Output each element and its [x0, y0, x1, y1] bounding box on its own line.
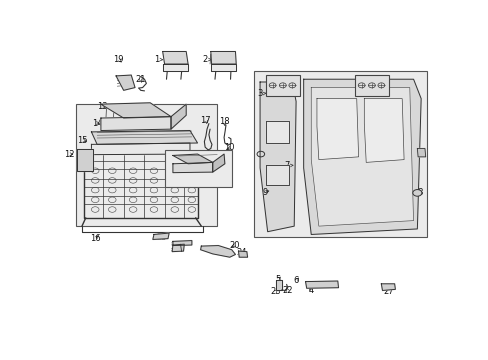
Bar	[165, 150, 231, 187]
Text: 9: 9	[262, 188, 268, 197]
Text: 27: 27	[383, 287, 393, 296]
Text: 3: 3	[257, 89, 265, 98]
Polygon shape	[91, 143, 189, 155]
Polygon shape	[101, 117, 171, 131]
Polygon shape	[303, 79, 420, 234]
Bar	[354, 75, 388, 96]
Text: 26: 26	[170, 242, 181, 251]
Polygon shape	[200, 246, 235, 257]
Polygon shape	[265, 165, 288, 185]
Polygon shape	[210, 51, 236, 64]
Text: 2: 2	[202, 55, 211, 64]
Polygon shape	[163, 51, 188, 64]
Text: 17: 17	[200, 116, 211, 125]
Bar	[265, 75, 299, 96]
Text: 12: 12	[64, 150, 75, 158]
Polygon shape	[260, 82, 296, 232]
Polygon shape	[416, 149, 425, 157]
Text: 24: 24	[236, 248, 246, 257]
Text: 21: 21	[135, 75, 145, 84]
Text: 20: 20	[229, 240, 240, 249]
Text: 21: 21	[170, 244, 181, 253]
Text: 14: 14	[92, 118, 102, 127]
Polygon shape	[381, 284, 395, 291]
Polygon shape	[210, 64, 236, 72]
Polygon shape	[172, 244, 184, 252]
Polygon shape	[238, 251, 247, 257]
Polygon shape	[171, 104, 186, 129]
Text: 25: 25	[156, 233, 166, 242]
Polygon shape	[212, 154, 224, 172]
Text: 13: 13	[97, 103, 107, 112]
Text: 6: 6	[293, 276, 298, 285]
Text: 18: 18	[218, 117, 229, 126]
Polygon shape	[153, 233, 169, 239]
Polygon shape	[116, 75, 135, 90]
Text: 1: 1	[154, 55, 163, 64]
Text: 5: 5	[275, 275, 280, 284]
Bar	[254, 71, 426, 237]
Text: 23: 23	[269, 287, 280, 296]
Text: 16: 16	[90, 234, 101, 243]
Polygon shape	[364, 99, 403, 162]
Circle shape	[412, 190, 421, 196]
Text: 22: 22	[282, 286, 292, 295]
Polygon shape	[101, 103, 171, 118]
Text: 3: 3	[346, 89, 354, 98]
Polygon shape	[91, 131, 197, 144]
Text: 10: 10	[224, 144, 235, 153]
Text: 19: 19	[113, 55, 124, 64]
Polygon shape	[276, 280, 281, 291]
Polygon shape	[173, 154, 212, 164]
Polygon shape	[265, 121, 288, 143]
Polygon shape	[311, 87, 413, 226]
Polygon shape	[305, 281, 338, 288]
Polygon shape	[163, 64, 188, 72]
Text: 8: 8	[415, 188, 422, 197]
Polygon shape	[77, 149, 93, 171]
Text: 15: 15	[77, 136, 87, 145]
Text: 7: 7	[284, 161, 292, 170]
Polygon shape	[316, 99, 358, 159]
Polygon shape	[173, 240, 191, 246]
Bar	[76, 104, 216, 226]
Text: 11: 11	[200, 157, 210, 166]
Polygon shape	[173, 162, 212, 173]
Text: 4: 4	[308, 286, 313, 295]
